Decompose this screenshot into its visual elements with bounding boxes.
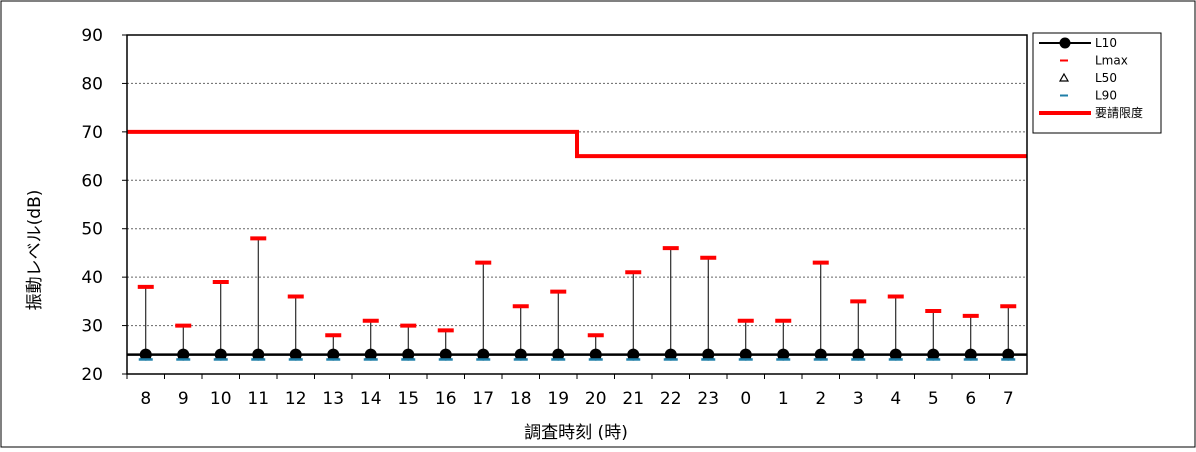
legend-label: 要請限度 [1095, 105, 1143, 120]
y-tick-label: 70 [81, 123, 103, 143]
l10-marker [252, 348, 265, 361]
x-tick-label: 15 [397, 389, 419, 409]
l10-marker [702, 348, 715, 361]
l10-marker [439, 348, 452, 361]
y-tick-label: 90 [81, 26, 103, 46]
l10-marker [177, 348, 190, 361]
l10-marker [402, 348, 415, 361]
legend-swatch-l50 [1058, 72, 1070, 82]
x-tick-label: 1 [778, 389, 789, 409]
y-axis-title: 振動レベル(dB) [25, 190, 45, 311]
x-tick-label: 22 [660, 389, 682, 409]
l10-marker [139, 348, 152, 361]
l10-marker [777, 348, 790, 361]
y-tick-label: 20 [81, 365, 103, 385]
x-tick-label: 12 [285, 389, 307, 409]
l10-marker [289, 348, 302, 361]
legend-box [1032, 32, 1162, 134]
x-tick-label: 11 [247, 389, 269, 409]
l10-marker [664, 348, 677, 361]
x-tick-label: 16 [435, 389, 457, 409]
l10-marker [477, 348, 490, 361]
l10-marker [889, 348, 902, 361]
y-tick-label: 80 [81, 74, 103, 94]
x-tick-label: 20 [585, 389, 607, 409]
x-tick-label: 17 [472, 389, 494, 409]
y-tick-label: 40 [81, 268, 103, 288]
x-tick-label: 19 [547, 389, 569, 409]
l10-marker [964, 348, 977, 361]
legend-label: Lmax [1095, 54, 1128, 68]
y-tick-label: 50 [81, 220, 103, 240]
x-tick-label: 13 [322, 389, 344, 409]
l10-marker [1002, 348, 1015, 361]
x-tick-label: 23 [697, 389, 719, 409]
limit-line [127, 129, 1027, 159]
l10-marker [927, 348, 940, 361]
x-tick-label: 14 [360, 389, 382, 409]
x-tick-label: 4 [890, 389, 901, 409]
x-tick-label: 10 [210, 389, 232, 409]
l10-marker [214, 348, 227, 361]
x-tick-label: 5 [928, 389, 939, 409]
legend-label: L10 [1095, 36, 1117, 50]
legend-swatch-l10 [1059, 37, 1071, 49]
x-tick-label: 2 [815, 389, 826, 409]
l10-marker [364, 348, 377, 361]
l10-marker [552, 348, 565, 361]
l10-marker [739, 348, 752, 361]
x-tick-label: 18 [510, 389, 532, 409]
plot-area [127, 129, 1027, 361]
x-tick-label: 9 [178, 389, 189, 409]
legend: L10 Lmax L50 L90 要請限度 [1032, 32, 1162, 134]
legend-label: L50 [1095, 71, 1117, 85]
x-tick-label: 6 [965, 389, 976, 409]
y-tick-label: 30 [81, 317, 103, 337]
x-axis-title: 調査時刻 (時) [524, 423, 628, 443]
x-tick-label: 21 [622, 389, 644, 409]
l10-marker [327, 348, 340, 361]
x-tick-label: 0 [740, 389, 751, 409]
l10-marker [514, 348, 527, 361]
l10-marker [814, 348, 827, 361]
legend-label: L90 [1095, 89, 1117, 103]
l10-marker [627, 348, 640, 361]
x-tick-label: 8 [140, 389, 151, 409]
l10-marker [852, 348, 865, 361]
l10-marker [589, 348, 602, 361]
x-tick-label: 7 [1003, 389, 1014, 409]
y-tick-label: 60 [81, 171, 103, 191]
x-tick-label: 3 [853, 389, 864, 409]
